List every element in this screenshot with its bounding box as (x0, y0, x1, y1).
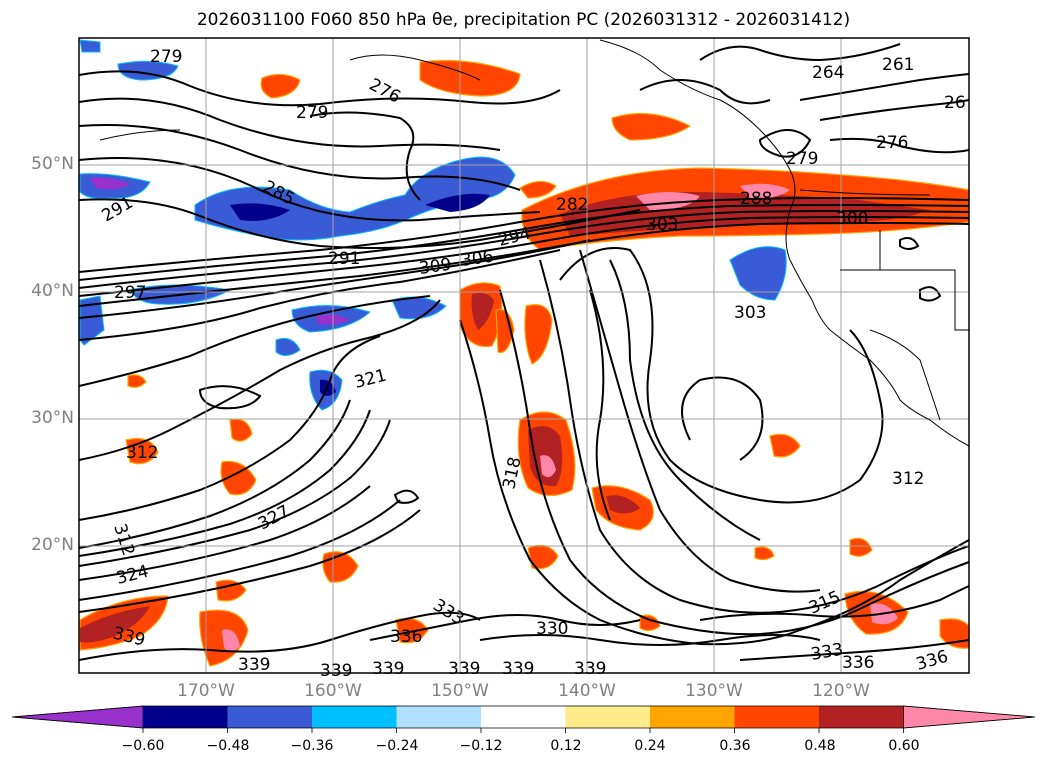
contour-label: 336 (842, 653, 874, 673)
contour-label: 303 (734, 303, 766, 323)
theta-e-contours (79, 43, 969, 661)
contour-label: 336 (390, 627, 422, 647)
graticule (79, 38, 969, 673)
contour-label: 312 (126, 443, 158, 463)
contour-label: 336 (914, 647, 951, 675)
contour-label: 279 (296, 103, 328, 123)
contour-label: 339 (574, 659, 606, 679)
contour-label: 279 (786, 149, 818, 169)
colorbar-segment (734, 706, 819, 728)
lon-label: 160°W (304, 681, 362, 701)
contour-label: 291 (328, 249, 360, 269)
lon-label: 150°W (431, 681, 489, 701)
contour-label: 288 (740, 189, 772, 209)
contour-label: 330 (536, 619, 568, 639)
contour-label: 26 (944, 93, 966, 113)
lat-label: 40°N (31, 281, 74, 301)
colorbar-tick: −0.36 (290, 738, 334, 754)
contour-label: 339 (320, 661, 352, 681)
contour-label: 312 (892, 469, 924, 489)
coastlines (99, 39, 969, 447)
lon-label: 130°W (685, 681, 743, 701)
lat-label: 50°N (31, 154, 74, 174)
contour-label: 276 (876, 133, 908, 153)
colorbar-segment (143, 706, 228, 728)
map-title: 2026031100 F060 850 hPa θe, precipitatio… (196, 10, 851, 30)
lat-label: 20°N (31, 535, 74, 555)
contour-label: 282 (556, 195, 588, 215)
lat-label: 30°N (31, 408, 74, 428)
contour-label: 312 (109, 521, 138, 558)
contour-label: 300 (836, 209, 868, 229)
contour-label: 309 (418, 255, 453, 279)
colorbar-extend-low (11, 705, 144, 729)
contour-label: 297 (114, 283, 146, 303)
contour-label: 276 (366, 75, 404, 108)
colorbar-segment (819, 706, 904, 728)
map-field (79, 38, 969, 673)
colorbar-segment (650, 706, 735, 728)
colorbar-segment (312, 706, 397, 728)
colorbar-tick: 0.48 (804, 738, 836, 754)
contour-label: 339 (238, 655, 270, 675)
lon-label: 140°W (558, 681, 616, 701)
colorbar-tick: 0.24 (634, 738, 666, 754)
positive-precip-shading (79, 59, 969, 667)
map-frame (78, 37, 970, 674)
contour-label: 327 (255, 502, 293, 535)
colorbar (11, 705, 1036, 733)
contour-label: 324 (114, 562, 150, 589)
contour-label: 333 (809, 640, 844, 665)
colorbar-tick: 0.12 (550, 738, 582, 754)
contour-label: 264 (812, 63, 844, 83)
colorbar-tick: 0.60 (888, 738, 920, 754)
contour-label: 261 (882, 55, 914, 75)
contour-label: 294 (496, 224, 532, 251)
negative-precip-shading (79, 39, 787, 411)
colorbar-tick: 0.36 (719, 738, 751, 754)
colorbar-segment (565, 706, 650, 728)
colorbar-extend-high (903, 705, 1036, 729)
contour-label: 339 (448, 659, 480, 679)
contour-label: 339 (372, 659, 404, 679)
colorbar-tick: −0.60 (121, 738, 165, 754)
colorbar-tick: −0.24 (375, 738, 419, 754)
contour-label: 321 (352, 366, 388, 393)
contour-label: 318 (499, 455, 525, 491)
lon-label: 120°W (812, 681, 870, 701)
contour-label: 279 (150, 47, 182, 67)
lon-label: 170°W (177, 681, 235, 701)
colorbar-tick: −0.12 (459, 738, 503, 754)
contour-label: 339 (502, 659, 534, 679)
colorbar-segment (396, 706, 481, 728)
colorbar-segment (227, 706, 312, 728)
colorbar-tick: −0.48 (206, 738, 250, 754)
colorbar-segment (481, 706, 566, 728)
contour-label: 306 (460, 247, 495, 271)
contour-label: 303 (646, 215, 678, 235)
